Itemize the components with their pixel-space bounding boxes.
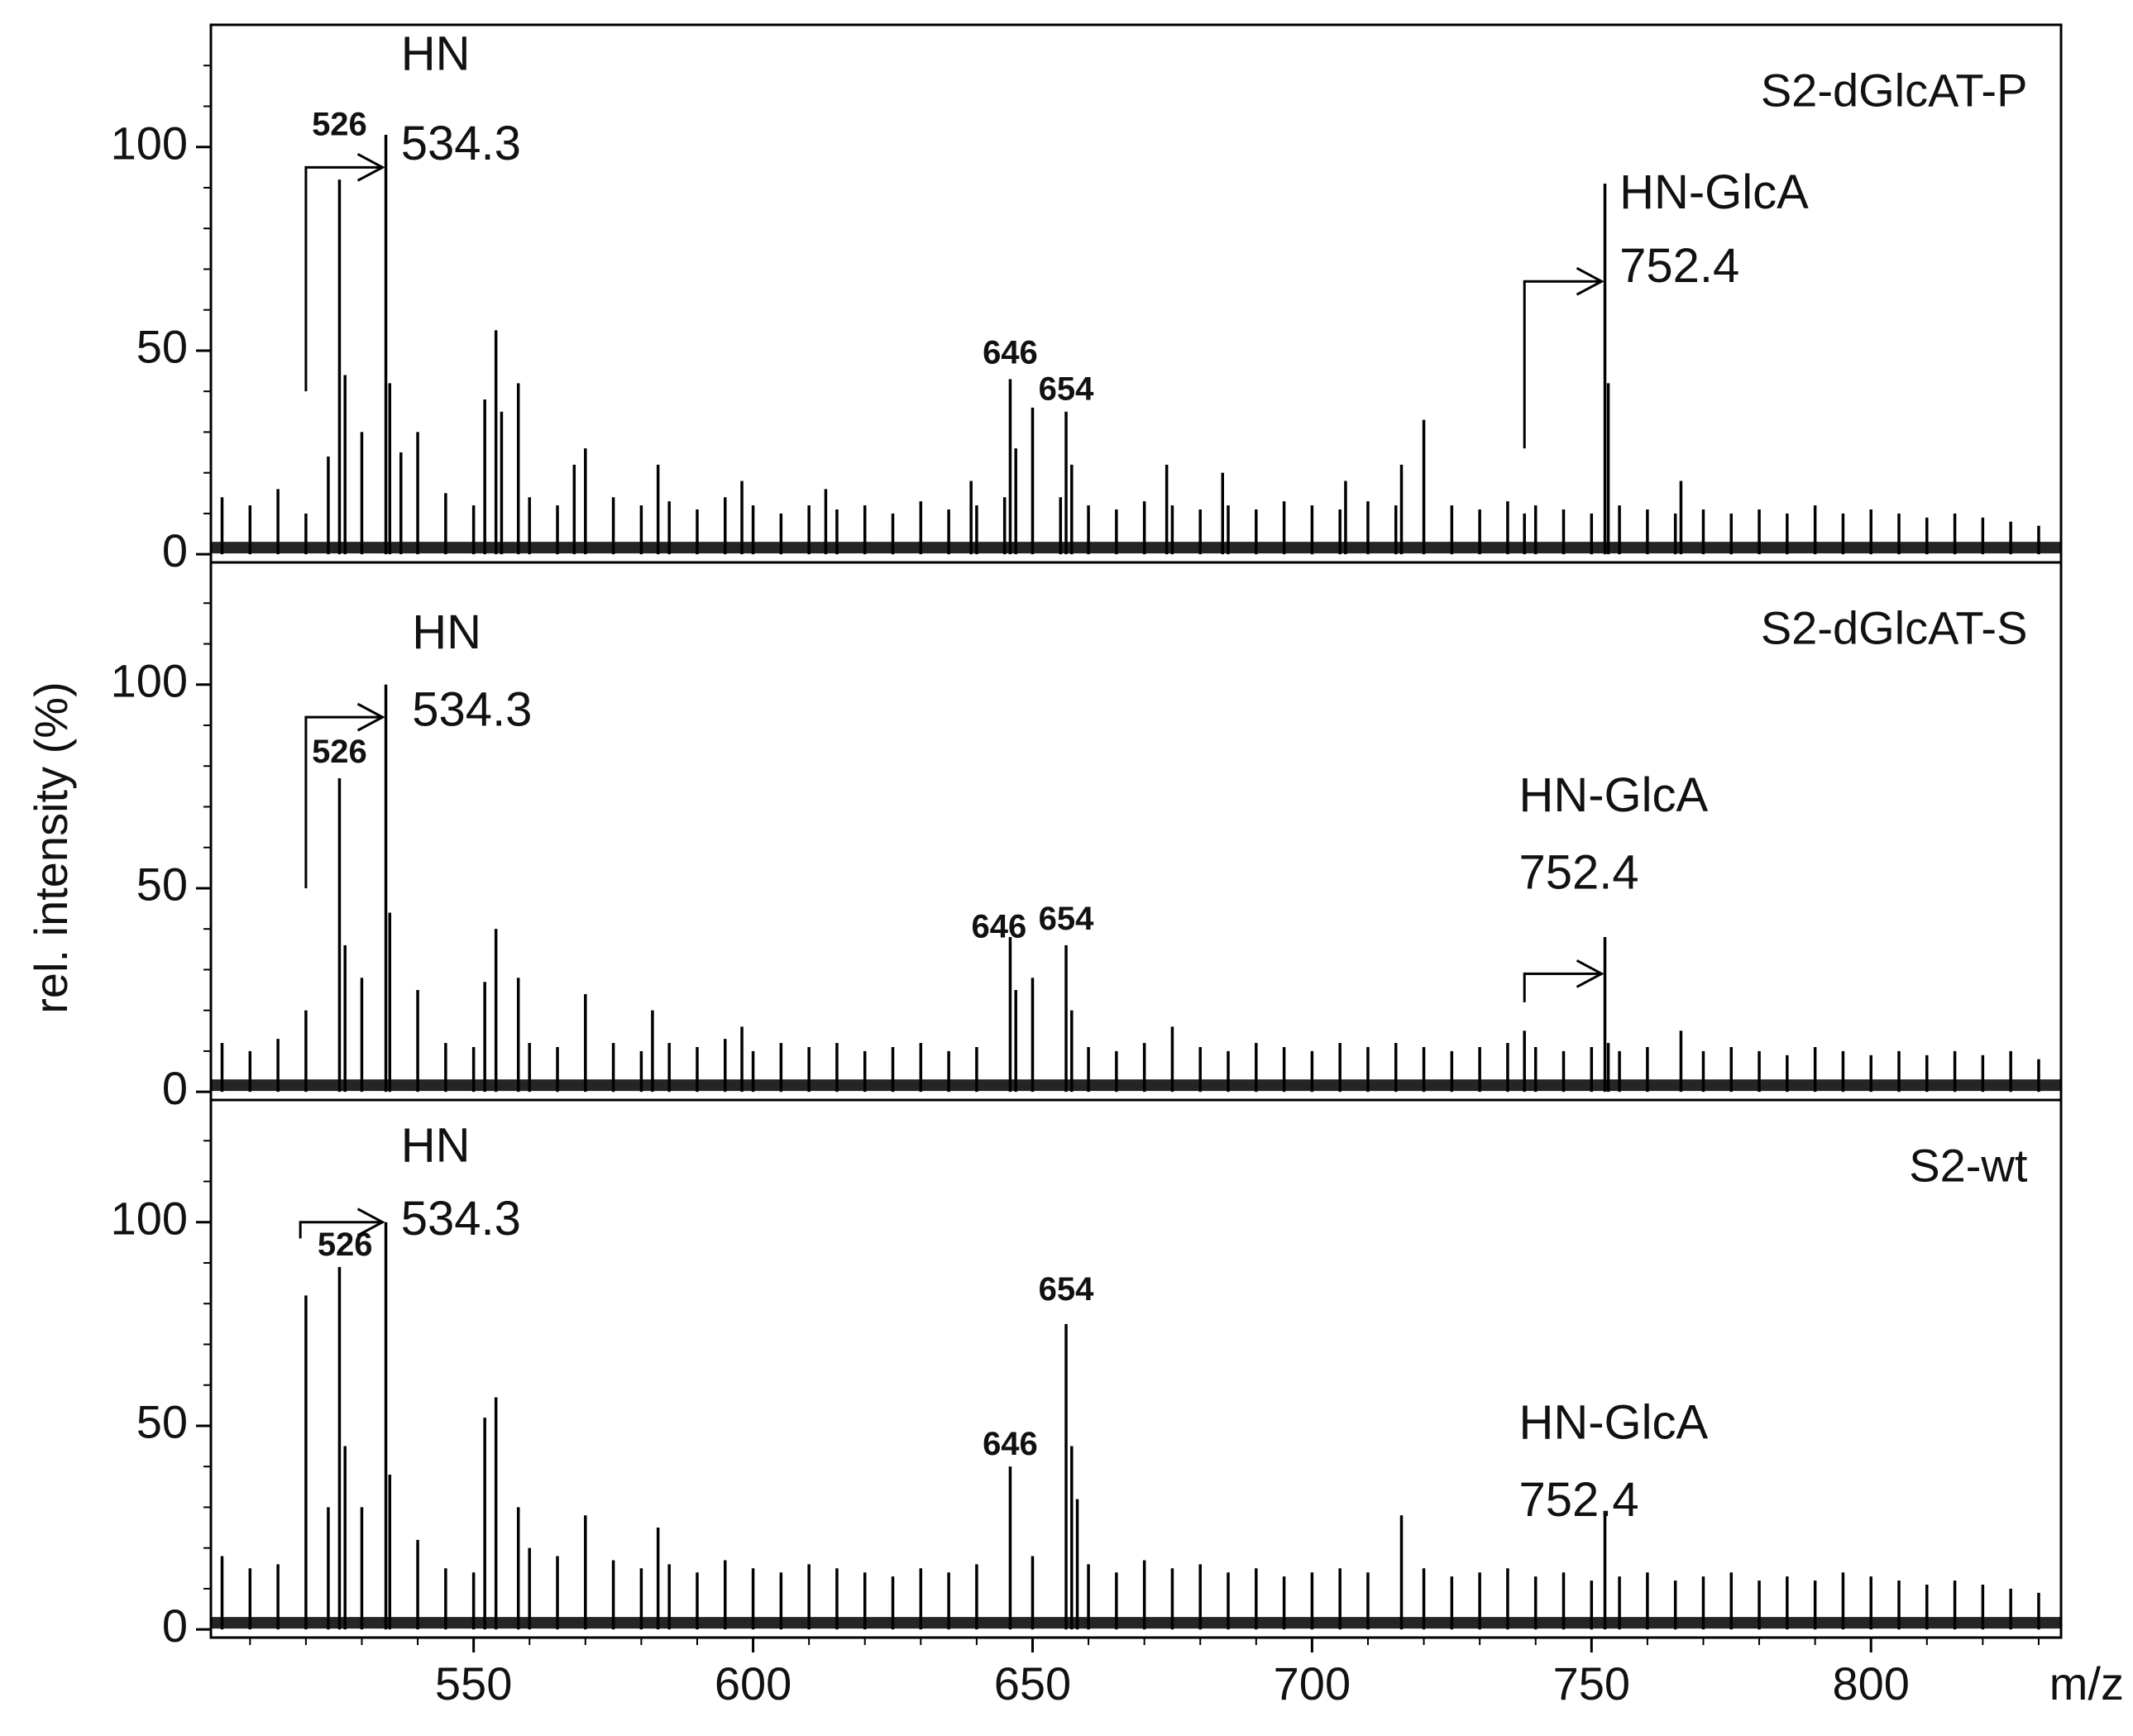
panel-title: S2-dGlcAT-S	[1761, 602, 2028, 654]
y-tick-label: 0	[162, 1600, 188, 1652]
annotation: 526	[312, 734, 367, 770]
annotation: HN	[401, 1118, 471, 1172]
panel-title: S2-wt	[1909, 1140, 2028, 1192]
y-tick-label: 100	[111, 117, 188, 170]
x-tick-label: 700	[1274, 1657, 1351, 1710]
annotation: 646	[983, 1426, 1038, 1462]
annotation: 654	[1039, 371, 1094, 408]
x-axis-label: m/z	[2049, 1657, 2124, 1710]
y-tick-label: 0	[162, 524, 188, 576]
annotation: 654	[1039, 901, 1094, 937]
x-tick-label: 600	[715, 1657, 792, 1710]
y-axis-label: rel. intensity (%)	[25, 681, 77, 1013]
x-tick-label: 750	[1553, 1657, 1630, 1710]
y-tick-label: 100	[111, 1193, 188, 1245]
annotation: HN-GlcA	[1518, 768, 1708, 822]
annotation: HN	[412, 605, 481, 659]
annotation: 646	[972, 909, 1027, 945]
x-tick-label: 550	[435, 1657, 512, 1710]
x-tick-label: 650	[994, 1657, 1071, 1710]
arrow	[299, 1208, 385, 1239]
annotation: 752.4	[1518, 845, 1638, 899]
annotation: HN-GlcA	[1619, 165, 1809, 219]
y-tick-label: 0	[162, 1062, 188, 1114]
annotation: 534.3	[412, 683, 532, 737]
arrow	[1523, 266, 1605, 449]
arrow	[1523, 959, 1605, 1002]
y-tick-label: 50	[136, 1396, 188, 1448]
annotation: 534.3	[401, 117, 521, 170]
annotation: 646	[983, 334, 1038, 371]
panel: 0 50 100 S2-dGlcAT-S HN 534.3 526 HN-GlcA 752.4 6…	[111, 561, 2063, 1114]
panel: 0 50 100 S2-dGlcAT-P HN 534.3 526 HN-GlcA 752.4 6…	[111, 23, 2063, 576]
y-tick-label: 50	[136, 321, 188, 373]
annotation: 752.4	[1518, 1473, 1638, 1527]
annotation: 752.4	[1619, 239, 1739, 293]
y-tick-label: 50	[136, 858, 188, 911]
annotation: 654	[1039, 1271, 1094, 1308]
arrow	[304, 153, 385, 392]
panel-title: S2-dGlcAT-P	[1761, 65, 2028, 117]
annotation: 534.3	[401, 1192, 521, 1246]
panel-frame	[209, 1098, 2063, 1639]
arrow	[304, 702, 385, 888]
y-tick-label: 100	[111, 655, 188, 707]
annotation: HN-GlcA	[1518, 1395, 1708, 1449]
annotation: 526	[312, 107, 367, 143]
x-tick-label: 800	[1832, 1657, 1909, 1710]
annotation: HN	[401, 27, 471, 81]
